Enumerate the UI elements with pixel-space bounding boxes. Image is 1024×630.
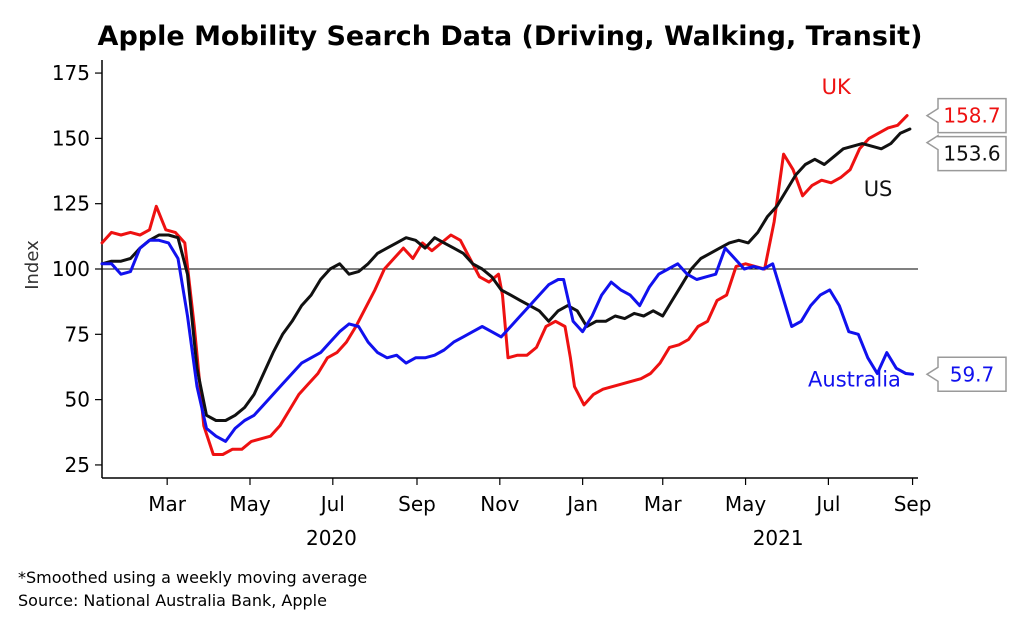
callout-box-australia <box>925 356 1007 393</box>
callout-value-uk: 158.7 <box>943 104 1000 128</box>
x-tick-label: Nov <box>480 492 519 516</box>
x-tick-label: May <box>725 492 767 516</box>
callout-box-us <box>925 134 1007 172</box>
footnote-source: Source: National Australia Bank, Apple <box>18 591 327 610</box>
x-tick-label: Jan <box>565 492 598 516</box>
y-tick-label: 75 <box>65 322 90 346</box>
footnote-smoothing: *Smoothed using a weekly moving average <box>18 568 367 587</box>
x-tick-label: Jul <box>319 492 345 516</box>
year-label: 2021 <box>753 526 804 550</box>
x-tick-label: May <box>229 492 271 516</box>
series-line-us <box>100 127 912 422</box>
x-tick-label: Mar <box>148 492 187 516</box>
y-axis-label: Index <box>22 240 43 290</box>
series-label-australia: Australia <box>808 368 901 392</box>
callout-value-australia: 59.7 <box>950 362 995 386</box>
y-tick-label: 175 <box>52 61 90 85</box>
series-label-us: US <box>864 177 893 201</box>
x-tick-label: Sep <box>398 492 436 516</box>
x-tick-label: Mar <box>644 492 683 516</box>
y-tick-label: 50 <box>65 388 90 412</box>
series-line-australia <box>100 238 915 443</box>
x-tick-label: Sep <box>894 492 932 516</box>
callout-value-us: 153.6 <box>943 142 1000 166</box>
chart-title: Apple Mobility Search Data (Driving, Wal… <box>98 21 923 52</box>
x-tick-label: Jul <box>814 492 840 516</box>
year-label: 2020 <box>306 526 357 550</box>
plot-area: 25 50 75 100 125 150 175 Mar May Jul Sep Nov Jan Mar M… <box>52 60 1007 550</box>
series-line-uk <box>100 114 909 456</box>
y-tick-label: 100 <box>52 257 90 281</box>
y-tick-label: 125 <box>52 192 90 216</box>
y-tick-label: 150 <box>52 126 90 150</box>
callout-box-uk <box>925 97 1007 134</box>
series-label-uk: UK <box>822 75 852 99</box>
y-tick-label: 25 <box>65 453 90 477</box>
